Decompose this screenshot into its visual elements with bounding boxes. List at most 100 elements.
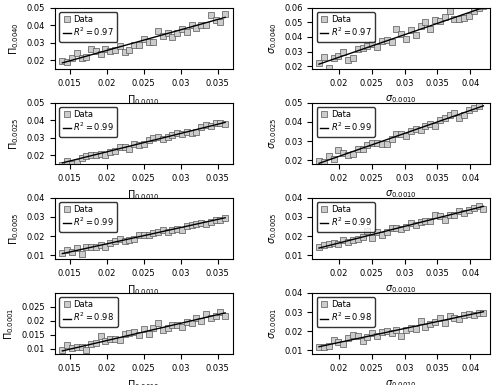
$R^2 = 0.99$: [174, 226, 180, 231]
Y-axis label: $\Pi_{0.0025}$: $\Pi_{0.0025}$: [8, 117, 21, 150]
Data: [208, 124, 214, 128]
Data: [155, 321, 161, 326]
Data: [345, 153, 351, 158]
Data: [461, 113, 467, 117]
Data: [471, 313, 477, 318]
$R^2 = 0.99$: [336, 241, 342, 246]
Data: [69, 162, 75, 166]
$R^2 = 0.99$: [354, 236, 360, 241]
Data: [150, 326, 156, 331]
$R^2 = 0.99$: [112, 240, 118, 244]
Data: [131, 142, 137, 147]
Data: [398, 132, 404, 136]
$R^2 = 0.99$: [164, 134, 170, 139]
$R^2 = 0.99$: [364, 233, 370, 238]
Data: [212, 218, 218, 223]
Data: [174, 323, 180, 328]
$R^2 = 0.98$: [316, 345, 322, 349]
Data: [360, 146, 366, 151]
$R^2 = 0.97$: [194, 23, 200, 28]
Data: [64, 343, 70, 348]
$R^2 = 0.97$: [112, 46, 118, 50]
Data: [194, 316, 200, 321]
Data: [78, 344, 84, 349]
$R^2 = 0.97$: [408, 30, 414, 35]
Data: [160, 33, 166, 38]
$R^2 = 0.97$: [184, 26, 190, 30]
Data: [461, 16, 467, 20]
Data: [98, 334, 103, 338]
Line: $R^2 = 0.99$: $R^2 = 0.99$: [319, 106, 484, 163]
Data: [102, 245, 108, 249]
$R^2 = 0.98$: [340, 339, 346, 344]
Data: [194, 222, 200, 226]
$R^2 = 0.97$: [316, 62, 322, 67]
$R^2 = 0.98$: [461, 313, 467, 318]
$R^2 = 0.99$: [480, 204, 486, 209]
$R^2 = 0.99$: [326, 243, 332, 248]
$R^2 = 0.99$: [88, 153, 94, 158]
$R^2 = 0.97$: [155, 34, 161, 38]
$R^2 = 0.99$: [446, 116, 452, 120]
$R^2 = 0.99$: [174, 132, 180, 137]
$R^2 = 0.99$: [442, 117, 448, 122]
Data: [194, 25, 200, 30]
$R^2 = 0.97$: [427, 23, 433, 28]
$R^2 = 0.97$: [108, 47, 114, 52]
Data: [384, 37, 390, 42]
Data: [350, 238, 356, 242]
Data: [126, 331, 132, 336]
$R^2 = 0.97$: [136, 39, 142, 44]
Data: [155, 28, 161, 33]
$R^2 = 0.97$: [403, 32, 409, 37]
$R^2 = 0.99$: [78, 247, 84, 252]
$R^2 = 0.99$: [360, 146, 366, 151]
$R^2 = 0.98$: [170, 323, 175, 328]
$R^2 = 0.99$: [69, 158, 75, 163]
$R^2 = 0.99$: [330, 242, 336, 247]
Data: [212, 121, 218, 125]
Data: [384, 328, 390, 333]
$R^2 = 0.98$: [321, 343, 327, 348]
Data: [418, 219, 424, 224]
$R^2 = 0.99$: [170, 227, 175, 232]
$R^2 = 0.99$: [136, 234, 142, 239]
$R^2 = 0.99$: [122, 238, 128, 242]
Line: Data: Data: [316, 203, 486, 250]
Data: [126, 147, 132, 152]
Data: [476, 310, 482, 315]
$R^2 = 0.98$: [122, 334, 128, 339]
Data: [379, 39, 385, 44]
$R^2 = 0.97$: [360, 47, 366, 52]
Data: [384, 141, 390, 146]
Data: [74, 159, 80, 164]
Data: [398, 32, 404, 36]
Data: [98, 52, 103, 56]
Data: [122, 144, 128, 149]
$R^2 = 0.98$: [212, 313, 218, 318]
Data: [136, 233, 142, 238]
$R^2 = 0.98$: [69, 346, 75, 351]
Data: [170, 132, 175, 137]
Data: [60, 251, 66, 255]
Data: [408, 325, 414, 330]
$R^2 = 0.97$: [394, 35, 400, 40]
$R^2 = 0.99$: [74, 157, 80, 162]
Data: [403, 134, 409, 138]
Data: [437, 18, 443, 23]
Data: [184, 223, 190, 228]
$R^2 = 0.99$: [112, 147, 118, 152]
Data: [422, 20, 428, 25]
$R^2 = 0.99$: [203, 125, 209, 129]
Data: [437, 214, 443, 219]
Data: [461, 211, 467, 215]
$R^2 = 0.99$: [437, 215, 443, 220]
$R^2 = 0.99$: [108, 149, 114, 153]
$R^2 = 0.99$: [354, 147, 360, 152]
Data: [336, 241, 342, 246]
Data: [64, 159, 70, 164]
$R^2 = 0.99$: [102, 242, 108, 246]
$R^2 = 0.97$: [222, 15, 228, 20]
$R^2 = 0.99$: [84, 155, 89, 159]
$R^2 = 0.98$: [179, 321, 185, 325]
